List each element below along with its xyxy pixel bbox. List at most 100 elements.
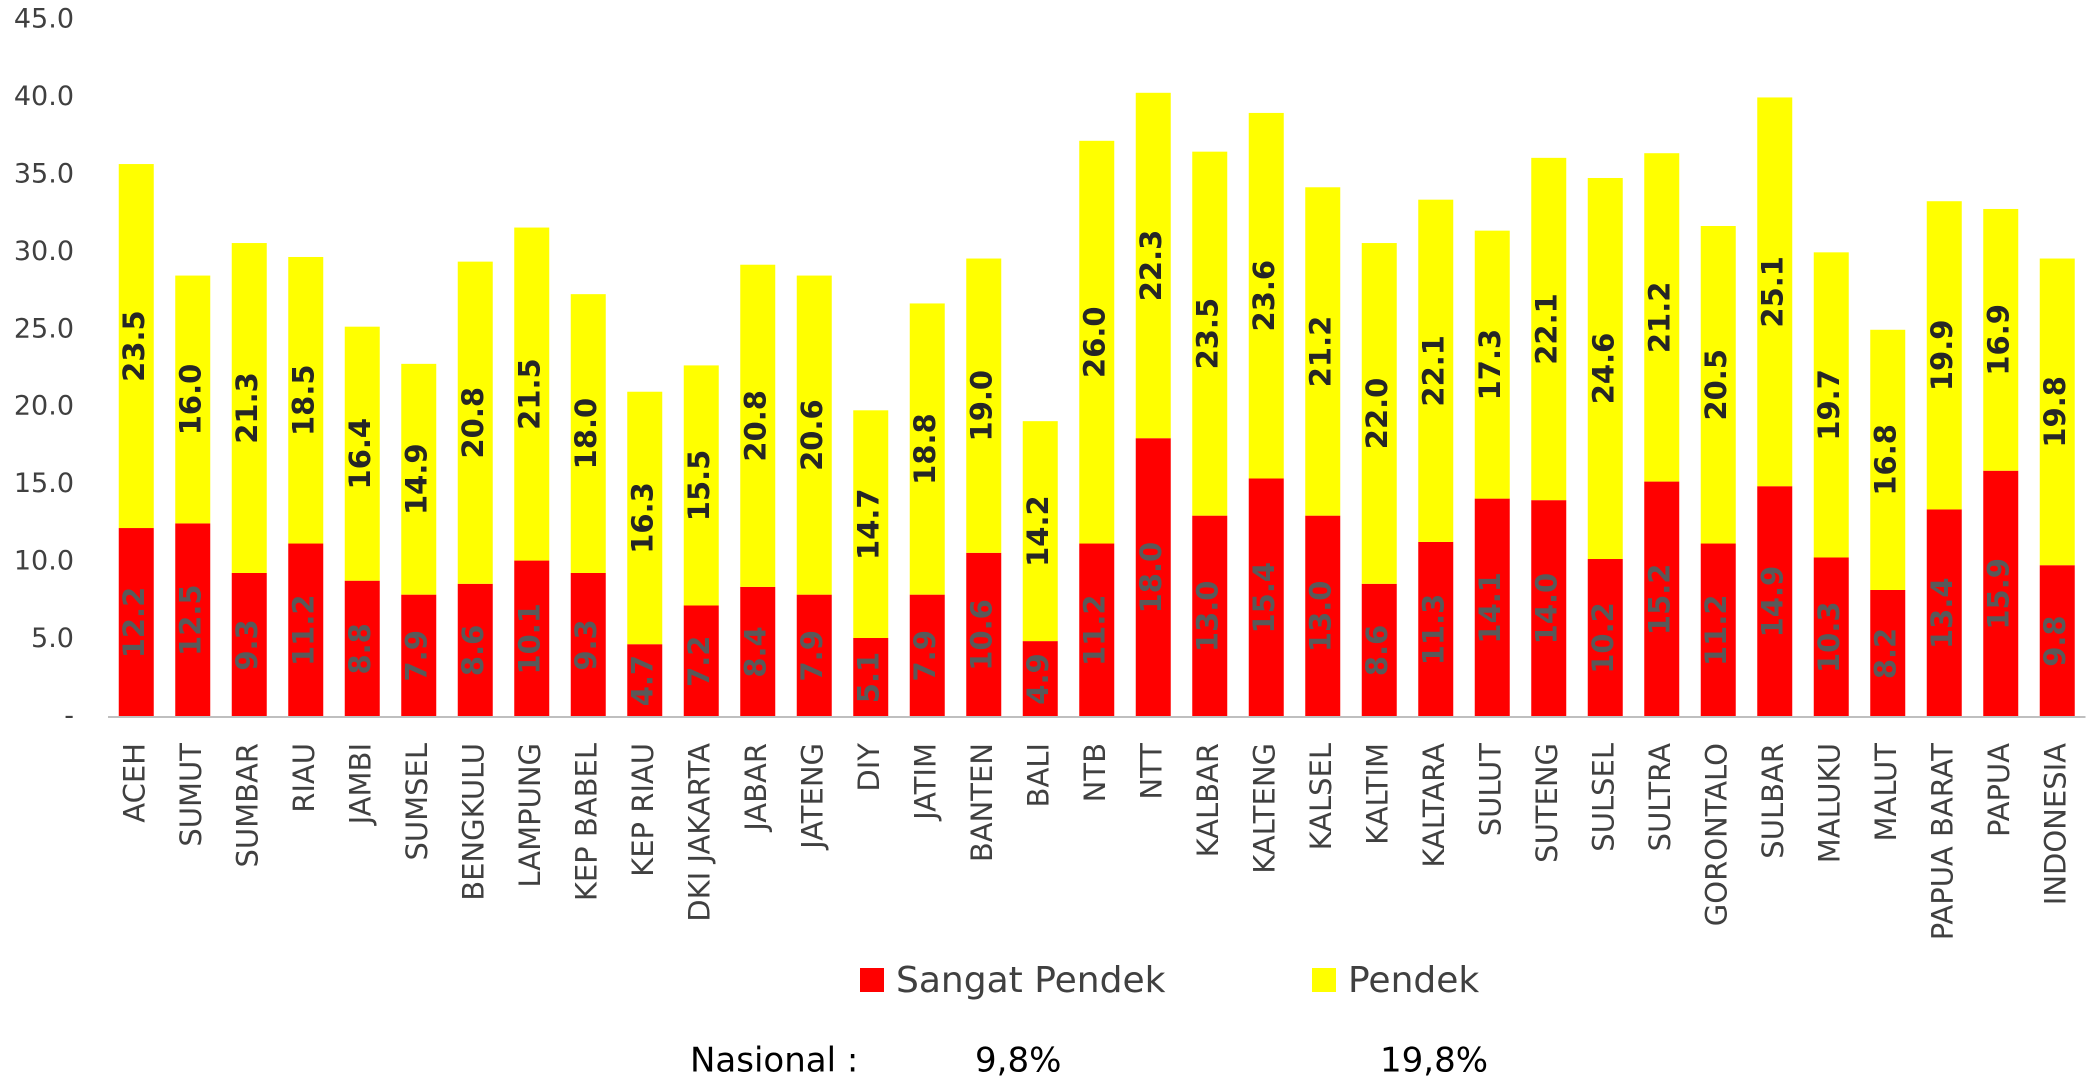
y-tick-label: 25.0	[14, 313, 74, 344]
data-label: 8.2	[1869, 628, 1903, 679]
data-label: 13.4	[1925, 577, 1959, 649]
legend-label: Pendek	[1348, 960, 1479, 1001]
bar-segment	[2039, 565, 2075, 717]
data-label: 19.9	[1925, 320, 1959, 392]
data-label: 14.1	[1473, 572, 1507, 644]
bar-segment	[231, 572, 267, 717]
data-label: 9.3	[230, 619, 264, 670]
bar-segment	[1305, 515, 1341, 717]
data-label: 8.4	[739, 626, 773, 677]
bar-segment	[1531, 500, 1567, 717]
bar-segment	[1474, 498, 1510, 717]
x-tick-label: PAPUA BARAT	[1925, 743, 1959, 941]
bar-segment	[1531, 157, 1567, 501]
data-label: 12.5	[174, 584, 208, 656]
bar-segment	[344, 326, 380, 581]
annotation: 9,8%	[975, 1041, 1061, 1081]
data-label: 16.3	[626, 482, 660, 554]
data-label: 18.0	[1134, 542, 1168, 614]
data-label: 15.2	[1643, 564, 1677, 636]
x-tick-label: LAMPUNG	[513, 743, 547, 888]
data-label: 10.1	[513, 603, 547, 675]
x-tick-label: SULSEL	[1586, 743, 1620, 852]
bar-segment	[1700, 543, 1736, 717]
data-label: 4.9	[1021, 653, 1055, 704]
bar-segment	[909, 594, 945, 717]
data-label: 10.2	[1586, 602, 1620, 674]
data-label: 18.5	[287, 364, 321, 436]
data-label: 4.7	[626, 655, 660, 706]
bar-segment	[966, 258, 1002, 553]
data-label: 20.6	[795, 399, 829, 471]
x-tick-label: INDONESIA	[2038, 743, 2072, 905]
bar-segment	[1926, 201, 1962, 510]
data-label: 23.5	[117, 310, 151, 382]
bar-segment	[1418, 199, 1454, 542]
data-label: 8.6	[1360, 625, 1394, 676]
bar-segment	[853, 638, 889, 717]
data-label: 14.9	[1756, 566, 1790, 638]
x-tick-label: SULUT	[1473, 743, 1507, 837]
data-label: 20.5	[1699, 349, 1733, 421]
bar-segment	[740, 264, 776, 587]
bar-segment	[1587, 559, 1623, 717]
bar-segment	[457, 583, 493, 717]
data-label: 13.0	[1304, 581, 1338, 653]
bar-segment	[1361, 243, 1397, 584]
x-tick-label: DIY	[852, 743, 886, 792]
bar-segment	[683, 605, 719, 717]
bar-segment	[514, 560, 550, 717]
bar-segment	[909, 303, 945, 595]
legend-label: Sangat Pendek	[896, 960, 1166, 1001]
bar-segment	[1474, 230, 1510, 499]
bar-segment	[1079, 543, 1115, 717]
data-label: 19.8	[2038, 376, 2072, 448]
bar-segment	[1079, 140, 1115, 544]
data-label: 12.2	[117, 587, 151, 659]
bar-segment	[1248, 478, 1284, 717]
bar-segment	[1587, 177, 1623, 560]
bar-segment	[457, 261, 493, 584]
data-label: 21.2	[1304, 316, 1338, 388]
data-label: 13.0	[1191, 581, 1225, 653]
bar-segment	[1644, 481, 1680, 717]
data-label: 16.8	[1869, 424, 1903, 496]
x-tick-label: SULTRA	[1643, 743, 1677, 851]
x-tick-label: GORONTALO	[1699, 743, 1733, 926]
bar-segment	[796, 275, 832, 595]
x-tick-label: KALSEL	[1304, 743, 1338, 850]
bar-segment	[1870, 589, 1906, 717]
data-label: 11.2	[287, 594, 321, 666]
bar-segment	[1022, 641, 1058, 717]
data-label: 10.3	[1812, 601, 1846, 673]
data-label: 14.2	[1021, 495, 1055, 567]
x-tick-label: JAMBI	[343, 743, 377, 826]
data-label: 18.0	[569, 398, 603, 470]
data-label: 14.0	[1530, 573, 1564, 645]
bar-segment	[1813, 557, 1849, 717]
data-label: 15.5	[682, 450, 716, 522]
data-label: 15.9	[1982, 558, 2016, 630]
annotation: 19,8%	[1380, 1041, 1488, 1081]
legend-swatch	[1312, 968, 1336, 992]
x-tick-label: BENGKULU	[456, 743, 490, 901]
data-label: 7.9	[795, 630, 829, 681]
bar-segment	[1757, 486, 1793, 717]
bar-segment	[570, 572, 606, 717]
bar-segment	[175, 275, 211, 524]
data-label: 14.9	[400, 443, 434, 515]
bar-segment	[514, 227, 550, 561]
data-label: 22.1	[1417, 335, 1451, 407]
x-tick-label: JATENG	[795, 743, 829, 851]
x-tick-label: KALTARA	[1417, 743, 1451, 868]
bar-segment	[118, 528, 154, 717]
x-tick-label: RIAU	[287, 743, 321, 813]
data-label: 24.6	[1586, 333, 1620, 405]
bar-segment	[1305, 187, 1341, 516]
bar-segment	[1361, 583, 1397, 717]
bar-segment	[570, 294, 606, 573]
data-label: 19.7	[1812, 369, 1846, 441]
data-label: 22.1	[1530, 293, 1564, 365]
data-label: 11.3	[1417, 594, 1451, 666]
